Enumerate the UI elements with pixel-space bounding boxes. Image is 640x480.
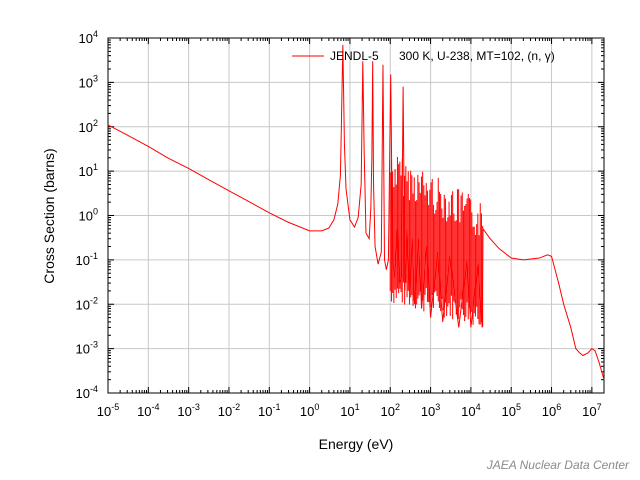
y-tick-label: 10-1 (76, 251, 98, 268)
x-tick-labels: 10-5 10-4 10-3 10-2 10-1 100 101 102 103 104 105 10… (97, 402, 602, 419)
resonance-band (389, 157, 484, 327)
x-tick-label: 106 (542, 402, 561, 419)
x-tick-label: 104 (461, 402, 480, 419)
x-tick-label: 10-5 (97, 402, 119, 419)
y-tick-label: 102 (79, 118, 98, 135)
minor-ticks (108, 38, 604, 393)
legend-series-detail: 300 K, U-238, MT=102, (n, γ) (399, 49, 555, 63)
y-tick-label: 10-4 (76, 384, 98, 401)
x-tick-label: 10-3 (177, 402, 199, 419)
y-axis-title: Cross Section (barns) (41, 148, 57, 283)
y-tick-label: 100 (79, 207, 98, 224)
y-tick-label: 101 (79, 162, 98, 179)
legend: JENDL-5 300 K, U-238, MT=102, (n, γ) (292, 49, 555, 63)
y-tick-label: 103 (79, 73, 98, 90)
legend-series-name: JENDL-5 (330, 49, 379, 63)
x-tick-label: 105 (501, 402, 520, 419)
y-tick-label: 10-2 (76, 295, 98, 312)
x-tick-label: 101 (340, 402, 359, 419)
x-tick-label: 10-1 (258, 402, 280, 419)
x-tick-label: 103 (421, 402, 440, 419)
x-tick-label: 102 (381, 402, 400, 419)
y-tick-label: 104 (79, 29, 98, 46)
x-tick-label: 107 (582, 402, 601, 419)
x-axis-title: Energy (eV) (319, 436, 394, 452)
grid-lines (108, 38, 604, 393)
credit-text: JAEA Nuclear Data Center (486, 458, 630, 472)
x-tick-label: 10-2 (218, 402, 240, 419)
series-line-jendl5 (107, 44, 605, 380)
resonance-band-strokes (389, 157, 484, 327)
y-tick-labels: 10-4 10-3 10-2 10-1 100 101 102 103 104 (76, 29, 98, 401)
major-ticks (107, 37, 604, 394)
y-tick-label: 10-3 (76, 340, 98, 357)
x-tick-label: 10-4 (137, 402, 159, 419)
x-tick-label: 100 (300, 402, 319, 419)
